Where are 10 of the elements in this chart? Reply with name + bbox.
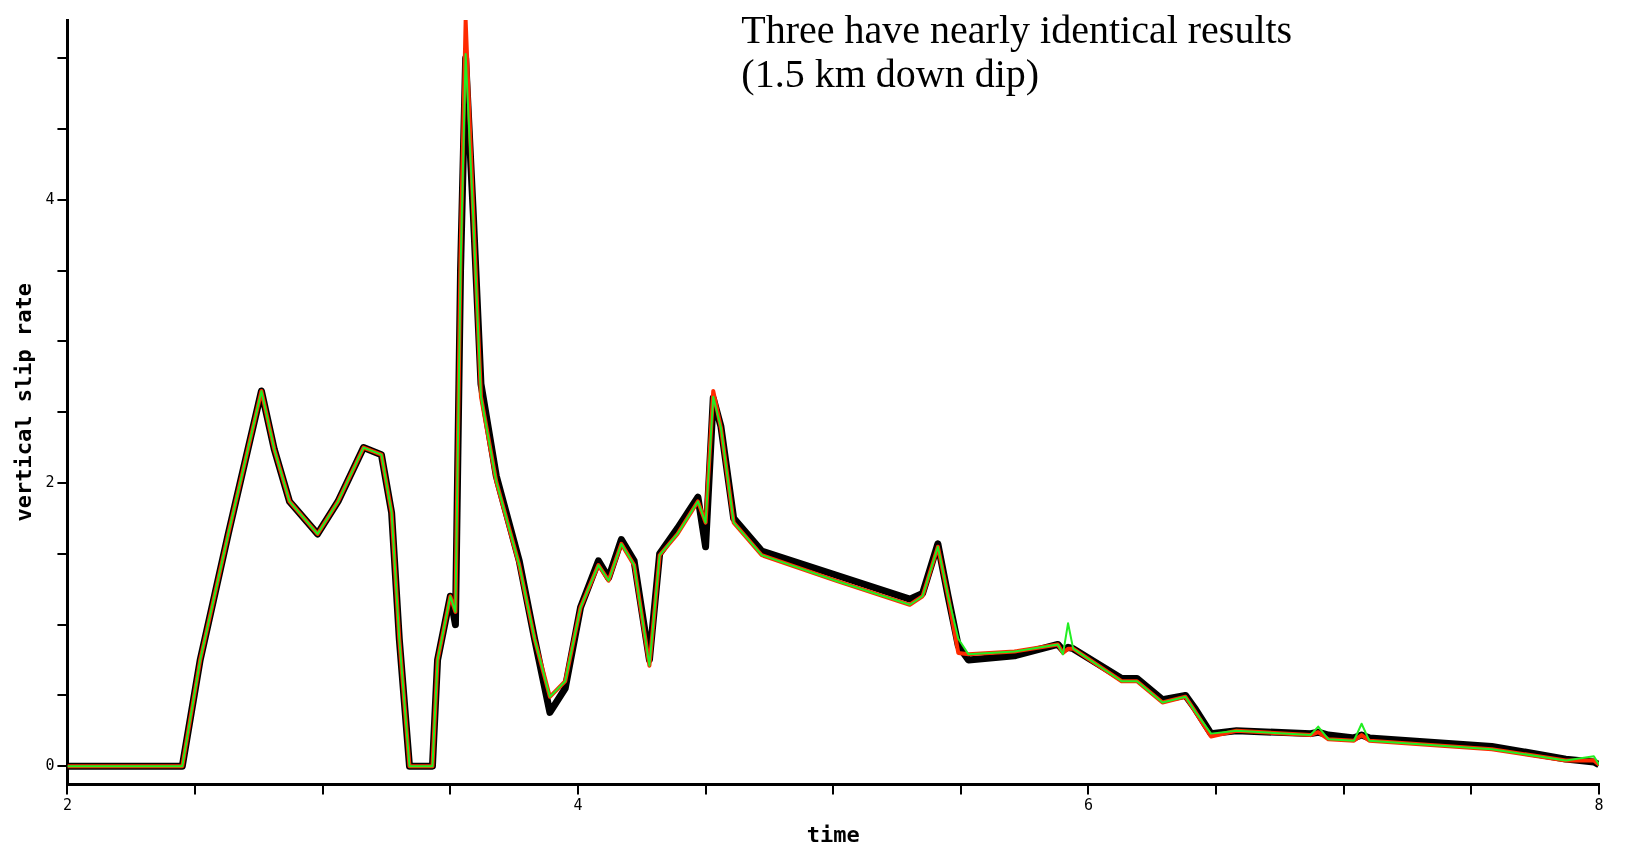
y-axis-title: vertical slip rate — [10, 283, 36, 522]
x-tick-label: 4 — [573, 796, 583, 815]
x-tick-label: 6 — [1083, 796, 1093, 815]
y-tick-label: 0 — [45, 756, 55, 775]
x-tick-label: 2 — [62, 796, 72, 815]
y-tick-label: 2 — [45, 472, 55, 491]
y-tick-label: 4 — [45, 189, 55, 208]
x-axis-title: time — [806, 821, 860, 847]
annotation: Three have nearly identical results — [741, 6, 1293, 52]
x-tick-label: 8 — [1594, 796, 1604, 815]
